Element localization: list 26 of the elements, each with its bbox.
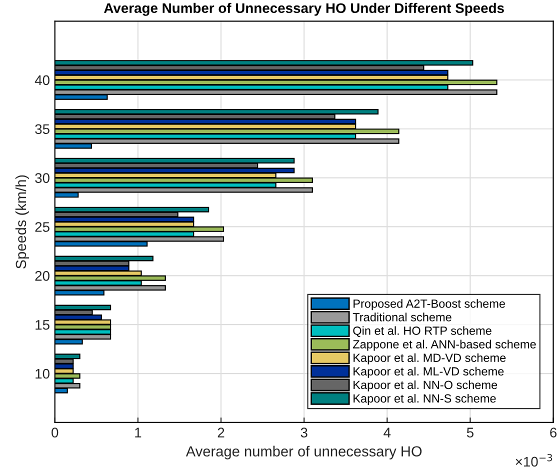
x-tick-label: 5 xyxy=(466,428,474,438)
x-tick-label: 6 xyxy=(550,428,557,438)
chart-title: Average Number of Unnecessary HO Under Different Speeds xyxy=(104,2,504,16)
y-tick-label: 30 xyxy=(35,173,50,183)
legend-label: Zappone et al. ANN-based scheme xyxy=(352,340,536,351)
legend-label: Kapoor et al. MD-VD scheme xyxy=(354,353,506,364)
x-tick-label: 3 xyxy=(300,428,308,438)
legend-label: Traditional scheme xyxy=(352,312,452,322)
legend-label: Kapoor et al. ML-VD scheme xyxy=(354,366,504,378)
x-tick-label: 1 xyxy=(135,428,142,438)
text: ×10$^{−3}$ xyxy=(516,454,552,467)
y-tick-label: 40 xyxy=(34,75,50,86)
x-tick-label: 0 xyxy=(52,428,58,438)
y-tick-label: 20 xyxy=(35,270,50,281)
x-tick-label: 2 xyxy=(218,428,224,438)
y-tick-label: 10 xyxy=(36,368,50,379)
y-tick-label: 15 xyxy=(36,320,50,330)
legend-label: Qin et al. HO RTP scheme xyxy=(353,326,492,338)
y-tick-label: 35 xyxy=(35,124,50,134)
y-tick-label: 25 xyxy=(35,222,50,232)
legend-label: Kapoor et al. NN-S scheme xyxy=(354,394,496,405)
x-axis-title: Average number of unnecessary HO xyxy=(186,446,422,460)
legend-label: Proposed A2T-Boost scheme xyxy=(354,299,506,310)
x-tick-label: 4 xyxy=(384,428,391,438)
legend-label: Kapoor et al. NN-O scheme xyxy=(354,380,498,392)
y-axis-title: Speeds (km/h) xyxy=(15,175,30,269)
